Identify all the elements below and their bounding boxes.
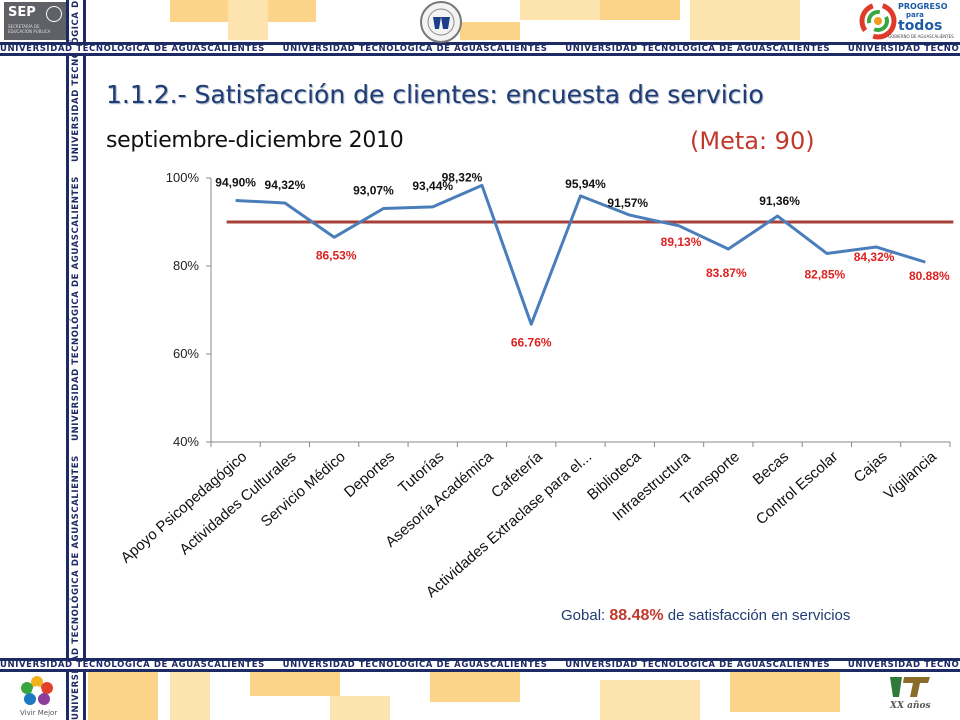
x-tick-label: Cafetería	[488, 448, 546, 502]
data-label: 93,44%	[412, 179, 453, 193]
ut-anniversary-text: XX años	[890, 701, 931, 711]
x-tick-label: Cajas	[851, 448, 891, 486]
data-label: 98,32%	[442, 170, 483, 184]
x-tick-label: Apoyo Psicopedagógico	[118, 448, 251, 566]
y-tick-label: 80%	[173, 258, 199, 273]
yellow-block-top-2	[228, 0, 268, 40]
data-label: 80.88%	[909, 269, 950, 283]
x-tick-label: Servicio Médico	[258, 448, 349, 530]
y-tick-label: 60%	[173, 346, 199, 361]
sep-logo-text: SEP	[8, 5, 36, 20]
vertical-band-text: UNIVERSIDAD TECNOLÓGICA DE AGUASCALIENTE…	[71, 0, 81, 720]
y-tick-label: 100%	[166, 170, 200, 185]
vivir-mejor-logo: Vivir Mejor	[14, 674, 60, 720]
goal-label: (Meta: 90)	[690, 127, 815, 155]
x-tick-label: Control Escolar	[753, 448, 842, 528]
global-suffix: de satisfacción en servicios	[663, 607, 851, 624]
bottom-university-band: UNIVERSIDAD TECNOLÓGICA DE AGUASCALIENTE…	[0, 658, 960, 672]
ut-seal-logo	[420, 1, 462, 43]
vivir-mejor-text: Vivir Mejor	[20, 709, 58, 717]
data-label: 84,32%	[854, 250, 895, 264]
page-subtitle: septiembre-diciembre 2010	[106, 128, 404, 153]
yellow-block-bottom-2	[170, 672, 210, 720]
ut-seal-icon	[427, 8, 455, 36]
x-tick-label: Becas	[750, 448, 793, 488]
yellow-block-top-1	[170, 0, 228, 22]
global-value: 88.48%	[609, 607, 664, 624]
data-label: 86,53%	[316, 248, 357, 262]
x-tick-label: Tutorías	[395, 448, 447, 497]
progreso-swirl-icon	[859, 2, 897, 40]
top-band-text: UNIVERSIDAD TECNOLÓGICA DE AGUASCALIENTE…	[0, 44, 960, 54]
x-tick-label: Asesoría Académica	[382, 448, 497, 551]
data-label: 91,57%	[607, 196, 648, 210]
yellow-block-top-5	[600, 0, 680, 20]
ut-anniversary-icon	[890, 677, 930, 697]
data-label: 94,90%	[215, 175, 256, 189]
data-label: 82,85%	[804, 267, 845, 281]
progreso-line1: PROGRESO	[898, 2, 948, 11]
x-tick-label: Infraestructura	[610, 448, 695, 525]
global-prefix: Gobal:	[561, 607, 610, 624]
yellow-block-bottom-6	[600, 680, 700, 720]
yellow-block-bottom-1	[88, 672, 158, 720]
top-university-band: UNIVERSIDAD TECNOLÓGICA DE AGUASCALIENTE…	[0, 42, 960, 56]
data-label: 95,94%	[565, 177, 606, 191]
vivir-mejor-flower-icon	[21, 676, 53, 705]
data-label: 94,32%	[265, 178, 306, 192]
page-title: 1.1.2.- Satisfacción de clientes: encues…	[106, 80, 764, 109]
yellow-block-top-3	[268, 0, 316, 22]
ut-anniversary-logo: XX años	[880, 675, 940, 719]
sep-logo: SEP SECRETARÍA DE EDUCACIÓN PÚBLICA	[4, 2, 66, 40]
yellow-block-bottom-4	[330, 696, 390, 720]
global-satisfaction-summary: Gobal: 88.48% de satisfacción en servici…	[561, 607, 850, 625]
x-tick-label: Actividades Culturales	[176, 448, 299, 558]
sep-logo-subtext: SECRETARÍA DE EDUCACIÓN PÚBLICA	[8, 24, 51, 34]
x-tick-label: Vigilancia	[881, 448, 941, 503]
data-label: 66.76%	[511, 335, 552, 349]
y-tick-label: 40%	[173, 434, 199, 449]
data-label: 89,13%	[661, 235, 702, 249]
yellow-block-bottom-7	[730, 672, 840, 712]
yellow-block-bottom-5	[430, 672, 520, 702]
data-label: 93,07%	[353, 183, 394, 197]
vertical-university-band: UNIVERSIDAD TECNOLÓGICA DE AGUASCALIENTE…	[66, 0, 86, 720]
x-tick-label: Biblioteca	[584, 448, 645, 504]
bottom-band-text: UNIVERSIDAD TECNOLÓGICA DE AGUASCALIENTE…	[0, 660, 960, 670]
x-tick-label: Actividades Extraclase para el...	[423, 448, 595, 601]
x-tick-label: Deportes	[341, 448, 398, 501]
data-label: 83.87%	[706, 266, 747, 280]
yellow-block-top-4	[520, 0, 600, 20]
mexico-seal-icon	[46, 6, 62, 22]
progreso-line2: para	[906, 11, 924, 19]
progreso-line3: todos	[898, 18, 943, 34]
yellow-block-top-7	[460, 22, 520, 40]
data-label: 91,36%	[759, 194, 800, 208]
progreso-subtext: GOBIERNO DE AGUASCALIENTES	[888, 34, 954, 39]
x-tick-label: Transporte	[677, 448, 742, 508]
yellow-block-bottom-3	[250, 672, 340, 696]
series-line	[235, 183, 926, 326]
progreso-wordmark: PROGRESO para todos	[898, 2, 948, 33]
yellow-block-top-6	[690, 0, 800, 40]
progreso-para-todos-logo: PROGRESO para todos GOBIERNO DE AGUASCAL…	[858, 0, 956, 42]
